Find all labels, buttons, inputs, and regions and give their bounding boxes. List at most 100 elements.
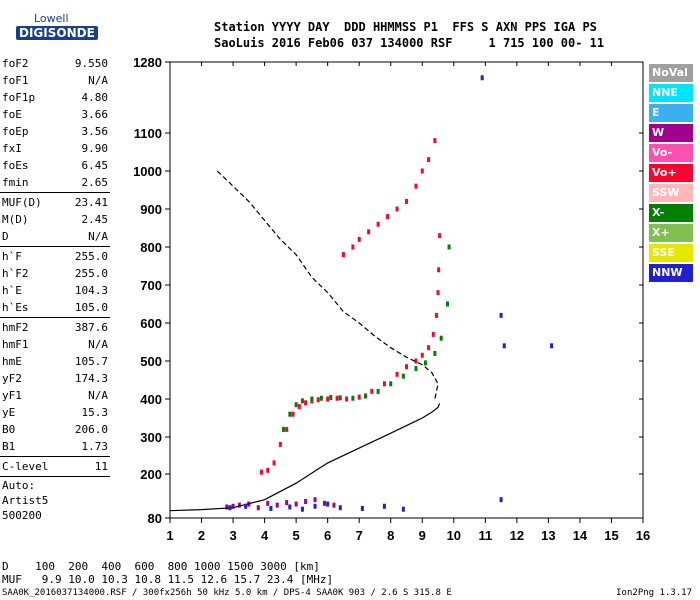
data-point bbox=[382, 503, 386, 509]
data-point bbox=[420, 352, 424, 358]
data-point bbox=[401, 506, 405, 512]
parameter-key: D bbox=[2, 230, 9, 243]
data-point bbox=[319, 395, 323, 401]
legend-item: NoVal bbox=[649, 64, 693, 82]
legend-item: Vo- bbox=[649, 144, 693, 162]
data-point bbox=[447, 244, 451, 250]
data-point bbox=[304, 499, 308, 504]
data-point bbox=[360, 505, 364, 511]
x-tick-label: 8 bbox=[387, 528, 394, 543]
parameter-row: hmF2 387.6 bbox=[0, 319, 112, 336]
parameter-separator bbox=[0, 317, 110, 318]
parameter-separator bbox=[0, 192, 110, 193]
parameter-key: foE bbox=[2, 108, 22, 121]
y-tick-label: 1000 bbox=[133, 164, 162, 179]
y-tick-label: 600 bbox=[140, 316, 162, 331]
data-point bbox=[439, 335, 443, 341]
parameter-row: B1 1.73 bbox=[0, 438, 112, 455]
parameter-row: hmE 105.7 bbox=[0, 353, 112, 370]
parameter-row: yF1 N/A bbox=[0, 387, 112, 404]
logo-digisonde-text: DIGISONDE bbox=[16, 26, 98, 40]
parameter-key: yF1 bbox=[2, 389, 22, 402]
parameter-value: 2.65 bbox=[81, 176, 109, 189]
parameter-value: 255.0 bbox=[74, 267, 108, 280]
parameter-row: hmF1 N/A bbox=[0, 336, 112, 353]
parameter-separator bbox=[0, 476, 110, 477]
parameter-value: 255.0 bbox=[74, 250, 108, 263]
data-point bbox=[332, 502, 336, 508]
data-point bbox=[326, 501, 330, 507]
data-point bbox=[310, 396, 314, 402]
x-tick-label: 2 bbox=[198, 528, 205, 543]
data-point bbox=[502, 343, 506, 349]
legend-item: X+ bbox=[649, 224, 693, 242]
data-point bbox=[433, 138, 437, 144]
legend-item: W bbox=[649, 124, 693, 142]
x-tick-label: 15 bbox=[604, 528, 618, 543]
parameter-key: h`Es bbox=[2, 301, 29, 314]
data-point bbox=[414, 358, 418, 364]
legend-item: SSE bbox=[649, 244, 693, 262]
data-point bbox=[294, 501, 298, 507]
parameter-key: hmE bbox=[2, 355, 22, 368]
parameter-row: foF1p 4.80 bbox=[0, 89, 112, 106]
y-tick-label: 500 bbox=[140, 354, 162, 369]
parameter-row: foF1 N/A bbox=[0, 72, 112, 89]
parameter-row: h`F 255.0 bbox=[0, 248, 112, 265]
parameter-value: 9.90 bbox=[81, 142, 109, 155]
data-point bbox=[335, 395, 339, 401]
legend-item: Vo+ bbox=[649, 164, 693, 182]
x-tick-label: 7 bbox=[356, 528, 363, 543]
plot-frame bbox=[169, 61, 644, 519]
parameter-key: foEp bbox=[2, 125, 29, 138]
parameter-value: 3.56 bbox=[81, 125, 109, 138]
parameter-row: foE 3.66 bbox=[0, 106, 112, 123]
data-point bbox=[329, 394, 333, 400]
parameter-value: 105.7 bbox=[74, 355, 108, 368]
data-point bbox=[266, 467, 270, 473]
data-point bbox=[401, 373, 405, 379]
data-point bbox=[386, 214, 390, 220]
parameter-key: foF1 bbox=[2, 74, 29, 87]
data-point bbox=[423, 360, 427, 366]
y-tick-label: 1100 bbox=[134, 126, 162, 141]
parameter-value: 1.73 bbox=[81, 440, 109, 453]
parameter-value: N/A bbox=[88, 230, 108, 243]
muf-curve bbox=[216, 170, 439, 400]
parameter-row: C-level 11 bbox=[0, 458, 112, 475]
data-point bbox=[300, 398, 304, 404]
legend-item: NNE bbox=[649, 84, 693, 102]
parameter-separator bbox=[0, 456, 110, 457]
y-tick-label: 80 bbox=[148, 511, 162, 526]
y-tick-label: 700 bbox=[140, 278, 162, 293]
x-tick-label: 5 bbox=[293, 528, 300, 543]
autoscale-info: Artist5 bbox=[2, 494, 49, 507]
parameter-panel: foF2 9.550 foF1 N/A foF1p 4.80 foE 3.66 foEp 3.56… bbox=[0, 55, 112, 523]
data-point bbox=[414, 366, 418, 372]
data-point bbox=[338, 395, 342, 401]
data-point bbox=[266, 500, 270, 506]
data-point bbox=[228, 505, 232, 511]
data-point bbox=[434, 312, 438, 318]
legend-item: SSW bbox=[649, 184, 693, 202]
muf-row: MUF 9.9 10.0 10.3 10.8 11.5 12.6 15.7 23… bbox=[2, 573, 334, 586]
parameter-value: 206.0 bbox=[74, 423, 108, 436]
parameter-value: 15.3 bbox=[81, 406, 109, 419]
d-distance-row: D 100 200 400 600 800 1000 1500 3000 [km… bbox=[2, 560, 320, 573]
legend-item: NNW bbox=[649, 264, 693, 282]
data-point bbox=[256, 505, 260, 511]
parameter-row: yE 15.3 bbox=[0, 404, 112, 421]
parameter-value: 2.45 bbox=[81, 213, 109, 226]
parameter-value: 23.41 bbox=[74, 196, 108, 209]
footer-file-info: SAA0K_2016037134000.RSF / 300fx256h 50 k… bbox=[2, 588, 452, 598]
parameter-key: foF2 bbox=[2, 57, 29, 70]
data-point bbox=[445, 301, 449, 307]
data-point bbox=[427, 345, 431, 351]
parameter-key: foEs bbox=[2, 159, 29, 172]
data-point bbox=[376, 221, 380, 227]
parameter-row: D N/A bbox=[0, 228, 112, 245]
data-point bbox=[364, 393, 368, 399]
autoscale-info: Auto: bbox=[2, 479, 36, 492]
header-values: SaoLuis 2016 Feb06 037 134000 RSF 1 715 … bbox=[214, 36, 605, 50]
